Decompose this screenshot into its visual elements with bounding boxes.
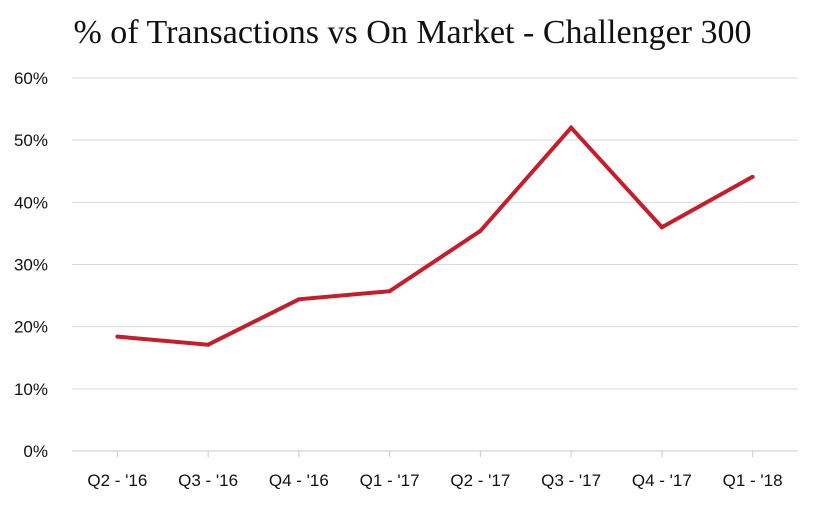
x-tick-label: Q1 - '17 — [360, 471, 420, 490]
y-tick-label: 20% — [14, 318, 48, 337]
x-tick-label: Q2 - '16 — [87, 471, 147, 490]
x-tick-label: Q4 - '16 — [269, 471, 329, 490]
y-tick-label: 0% — [23, 442, 48, 461]
x-tick-label: Q3 - '17 — [541, 471, 601, 490]
data-point — [659, 225, 664, 230]
data-point — [478, 228, 483, 233]
x-tick-label: Q2 - '17 — [450, 471, 510, 490]
y-tick-label: 50% — [14, 131, 48, 150]
data-point — [115, 334, 120, 339]
data-point — [750, 174, 755, 179]
chart-title: % of Transactions vs On Market - Challen… — [73, 14, 752, 51]
x-tick-label: Q1 - '18 — [723, 471, 783, 490]
y-tick-label: 10% — [14, 380, 48, 399]
x-tick-label: Q4 - '17 — [632, 471, 692, 490]
data-point — [296, 297, 301, 302]
data-point — [206, 342, 211, 347]
y-tick-label: 60% — [14, 69, 48, 88]
x-tick-label: Q3 - '16 — [178, 471, 238, 490]
series-line — [117, 124, 754, 347]
data-point — [387, 289, 392, 294]
y-tick-label: 40% — [14, 193, 48, 212]
data-point — [569, 125, 574, 130]
y-tick-label: 30% — [14, 256, 48, 275]
